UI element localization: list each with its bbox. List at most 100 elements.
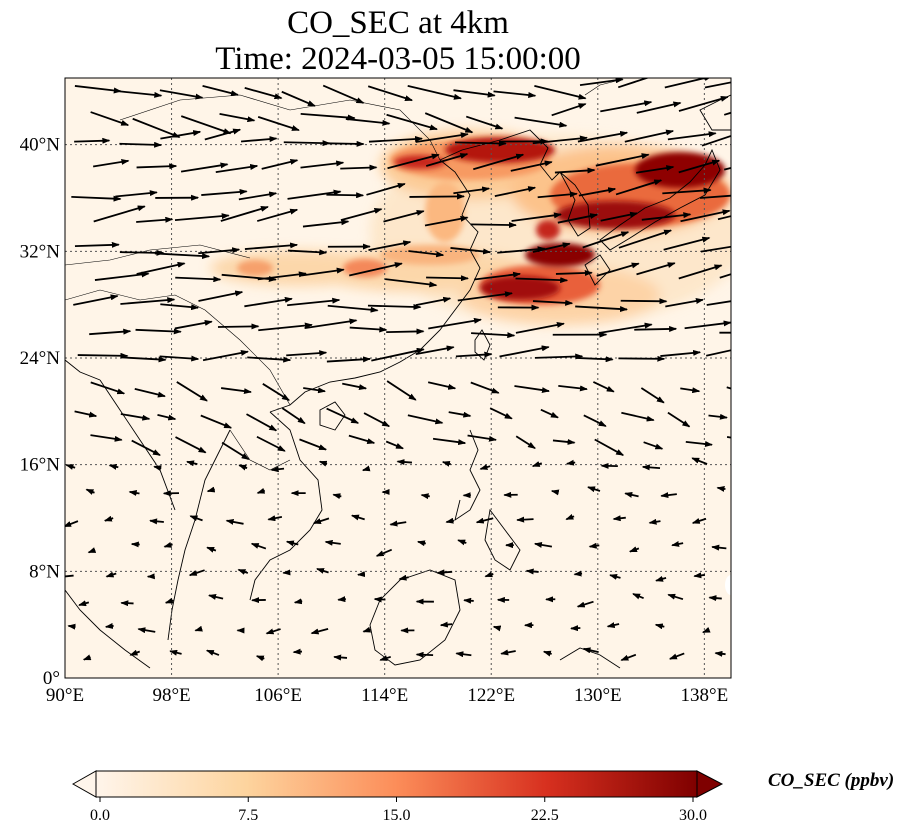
lon-tick-label: 90°E bbox=[46, 685, 84, 706]
wind-arrow bbox=[65, 520, 79, 528]
wind-arrow bbox=[409, 193, 466, 200]
wind-arrow bbox=[237, 568, 249, 575]
wind-arrow bbox=[326, 140, 365, 147]
wind-arrow bbox=[532, 135, 588, 145]
wind-arrow bbox=[640, 387, 665, 404]
wind-arrow bbox=[582, 231, 630, 249]
wind-arrow bbox=[723, 111, 731, 116]
wind-arrow bbox=[514, 385, 550, 394]
wind-arrow bbox=[678, 159, 721, 174]
wind-arrow bbox=[479, 464, 491, 470]
wind-arrow bbox=[600, 211, 639, 222]
wind-arrow bbox=[270, 466, 285, 473]
wind-arrow bbox=[534, 353, 584, 360]
wind-arrow bbox=[641, 464, 661, 471]
wind-arrow bbox=[349, 326, 388, 333]
wind-arrow bbox=[667, 131, 717, 141]
wind-arrow bbox=[90, 434, 123, 442]
wind-arrow bbox=[575, 305, 629, 313]
wind-arrow bbox=[492, 625, 502, 632]
wind-arrow bbox=[362, 626, 372, 633]
wind-arrow bbox=[312, 517, 330, 525]
wind-arrow bbox=[246, 413, 278, 432]
wind-arrow bbox=[420, 493, 430, 500]
wind-arrow bbox=[256, 208, 299, 222]
wind-arrow bbox=[389, 520, 407, 527]
wind-arrow bbox=[247, 356, 292, 363]
wind-arrow bbox=[257, 116, 300, 132]
wind-arrow bbox=[566, 459, 576, 466]
wind-arrow bbox=[699, 194, 731, 199]
wind-arrow bbox=[667, 411, 691, 428]
wind-arrow bbox=[322, 84, 365, 104]
wind-arrow bbox=[540, 408, 559, 419]
wind-arrow bbox=[500, 649, 516, 656]
wind-arrow bbox=[618, 355, 666, 362]
wind-arrow bbox=[286, 350, 328, 357]
wind-arrow bbox=[250, 542, 267, 550]
wind-arrow bbox=[257, 271, 307, 281]
wind-arrow bbox=[445, 517, 455, 524]
wind-arrow bbox=[324, 539, 341, 546]
wind-arrow bbox=[74, 241, 120, 248]
wind-arrow bbox=[304, 318, 358, 330]
colorbar: 0.0 7.5 15.0 22.5 30.0 bbox=[71, 770, 724, 824]
colorbar-max-extend bbox=[696, 770, 724, 798]
wind-arrow bbox=[624, 129, 675, 143]
wind-arrow bbox=[678, 264, 723, 280]
wind-arrow bbox=[159, 355, 200, 362]
wind-arrow bbox=[194, 625, 203, 632]
wind-arrow bbox=[624, 491, 639, 498]
wind-arrow bbox=[385, 440, 404, 450]
wind-arrow bbox=[636, 262, 676, 276]
wind-arrow bbox=[628, 546, 640, 553]
wind-arrow bbox=[136, 163, 178, 170]
wind-arrow bbox=[578, 187, 617, 197]
wind-arrow bbox=[726, 436, 731, 439]
wind-arrow bbox=[366, 182, 406, 196]
wind-arrow bbox=[342, 382, 368, 390]
wind-arrow bbox=[74, 137, 111, 144]
wind-arrow bbox=[612, 515, 626, 522]
wind-arrow bbox=[489, 407, 513, 420]
colorbar-label: CO_SEC (ppbv) bbox=[768, 770, 895, 791]
wind-arrow bbox=[67, 623, 76, 630]
wind-arrow bbox=[244, 87, 283, 100]
lon-tick-label: 114°E bbox=[361, 685, 408, 706]
wind-arrow bbox=[432, 437, 467, 446]
wind-arrow bbox=[654, 623, 665, 630]
colorbar-tick-label: 30.0 bbox=[679, 807, 707, 824]
wind-arrow bbox=[665, 298, 704, 308]
wind-arrow bbox=[163, 541, 173, 548]
colorbar-gradient bbox=[95, 770, 698, 798]
wind-arrow bbox=[261, 158, 299, 170]
wind-arrow bbox=[287, 297, 341, 307]
wind-arrow bbox=[302, 219, 350, 228]
wind-arrow bbox=[220, 387, 252, 395]
wind-arrow bbox=[89, 328, 132, 336]
wind-arrow bbox=[160, 303, 200, 311]
wind-arrow bbox=[592, 381, 615, 393]
wind-arrow bbox=[615, 179, 663, 196]
wind-arrow bbox=[716, 485, 726, 492]
wind-arrow bbox=[326, 356, 372, 363]
wind-arrow bbox=[215, 164, 259, 174]
wind-arrow bbox=[398, 574, 409, 581]
wind-arrow bbox=[463, 597, 474, 604]
wind-arrow bbox=[453, 186, 491, 195]
wind-arrow bbox=[385, 278, 438, 288]
wind-arrow bbox=[415, 296, 452, 306]
wind-arrow bbox=[189, 515, 203, 522]
lon-tick-label: 122°E bbox=[467, 685, 515, 706]
wind-arrow bbox=[424, 215, 469, 227]
wind-arrow bbox=[265, 628, 281, 635]
wind-arrow bbox=[375, 548, 393, 557]
wind-arrow bbox=[558, 384, 588, 392]
wind-arrow bbox=[663, 236, 711, 251]
wind-arrow bbox=[643, 441, 664, 450]
wind-arrow bbox=[717, 215, 731, 221]
wind-arrow bbox=[450, 247, 492, 255]
wind-arrow bbox=[383, 209, 425, 223]
wind-arrow bbox=[285, 540, 299, 547]
wind-arrow bbox=[283, 140, 331, 147]
